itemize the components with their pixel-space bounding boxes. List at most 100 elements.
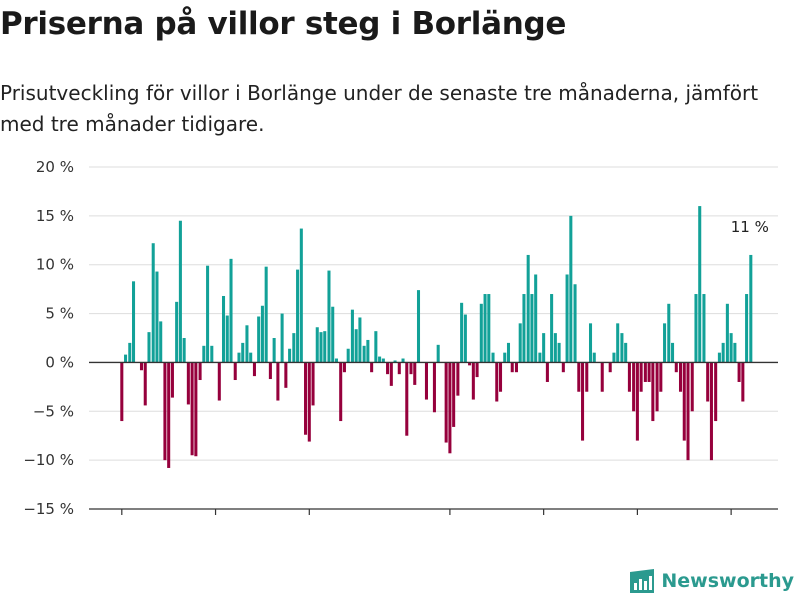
bar (194, 362, 198, 457)
bar (483, 294, 487, 363)
bar (241, 342, 245, 363)
bar (471, 362, 475, 400)
bar (147, 332, 151, 363)
bar (655, 362, 659, 412)
y-tick-label: 15 % (36, 207, 74, 225)
bar (510, 362, 514, 373)
bar (585, 362, 589, 392)
bar (386, 362, 390, 375)
bar (268, 362, 272, 380)
bar (354, 329, 358, 363)
bar (393, 360, 397, 363)
bar (499, 362, 503, 392)
bars (120, 206, 753, 468)
bar (557, 342, 561, 363)
bar (424, 362, 428, 400)
bar (276, 362, 280, 401)
bar (487, 294, 491, 363)
bar (659, 362, 663, 392)
bar (292, 333, 296, 363)
bar (682, 362, 686, 441)
bar (460, 302, 464, 363)
bar (448, 362, 452, 454)
x-tick-label: 2023 (618, 519, 656, 520)
bar (616, 323, 620, 363)
bar (468, 362, 472, 366)
bar (542, 333, 546, 363)
bar (311, 362, 315, 406)
bar (124, 354, 128, 363)
bar (733, 342, 737, 363)
bar (686, 362, 690, 461)
x-tick-label: 2019 (431, 519, 469, 520)
bar (323, 331, 327, 363)
tick-labels: −15 % −10 % −5 % 0 % 5 % 10 % 15 % 20 % 2012 2014… (23, 158, 750, 520)
bar (319, 332, 323, 363)
bar (749, 254, 753, 363)
bar (620, 333, 624, 363)
bar (409, 362, 413, 375)
bar (206, 265, 210, 363)
bar (671, 342, 675, 363)
bar (561, 362, 565, 373)
bar (139, 362, 144, 371)
bar (284, 362, 288, 388)
bar (495, 362, 499, 402)
brand-name: Newsworthy (661, 570, 794, 592)
bar (577, 362, 581, 392)
bar (538, 352, 542, 363)
bar (334, 358, 339, 363)
bar (167, 362, 171, 468)
bar (663, 323, 667, 363)
bar (389, 362, 393, 386)
bar (416, 290, 421, 363)
bar (210, 345, 214, 363)
x-tick-label: 2025 (712, 519, 750, 520)
bar (588, 323, 593, 363)
bar (202, 345, 206, 363)
y-tick-label: 10 % (36, 256, 74, 274)
bar (132, 281, 136, 363)
axes (89, 361, 778, 515)
bar (233, 362, 237, 381)
bar (358, 317, 362, 363)
chart-title: Priserna på villor steg i Borlänge (0, 6, 567, 42)
bar (381, 358, 385, 363)
bar (170, 362, 174, 398)
bar (159, 321, 163, 363)
bar (296, 269, 300, 363)
bar (120, 362, 124, 422)
bar (327, 270, 331, 363)
gridlines (89, 166, 778, 510)
bar (678, 362, 683, 392)
bar (581, 362, 585, 441)
bar (592, 352, 596, 363)
bar (378, 356, 382, 363)
bar (526, 254, 530, 363)
bar (346, 348, 350, 363)
bar (479, 303, 483, 363)
bar (717, 352, 721, 363)
bar (737, 362, 741, 382)
bar (143, 362, 147, 406)
bar (374, 331, 378, 363)
bar (432, 362, 436, 413)
bar (456, 362, 460, 396)
bar (217, 362, 221, 401)
bar (350, 309, 354, 363)
bar (182, 338, 186, 363)
bar (573, 284, 577, 363)
bar (304, 362, 308, 435)
bar (534, 274, 538, 363)
y-tick-label: −10 % (23, 451, 74, 469)
bar (288, 348, 292, 363)
bar (190, 362, 194, 456)
bar (725, 303, 729, 363)
bar (569, 215, 573, 363)
bar-chart: −15 % −10 % −5 % 0 % 5 % 10 % 15 % 20 % 2012 2014… (23, 158, 778, 520)
bar (370, 362, 374, 373)
bar (452, 362, 456, 427)
bar (155, 271, 159, 363)
bar (690, 362, 694, 412)
bar (397, 362, 401, 375)
